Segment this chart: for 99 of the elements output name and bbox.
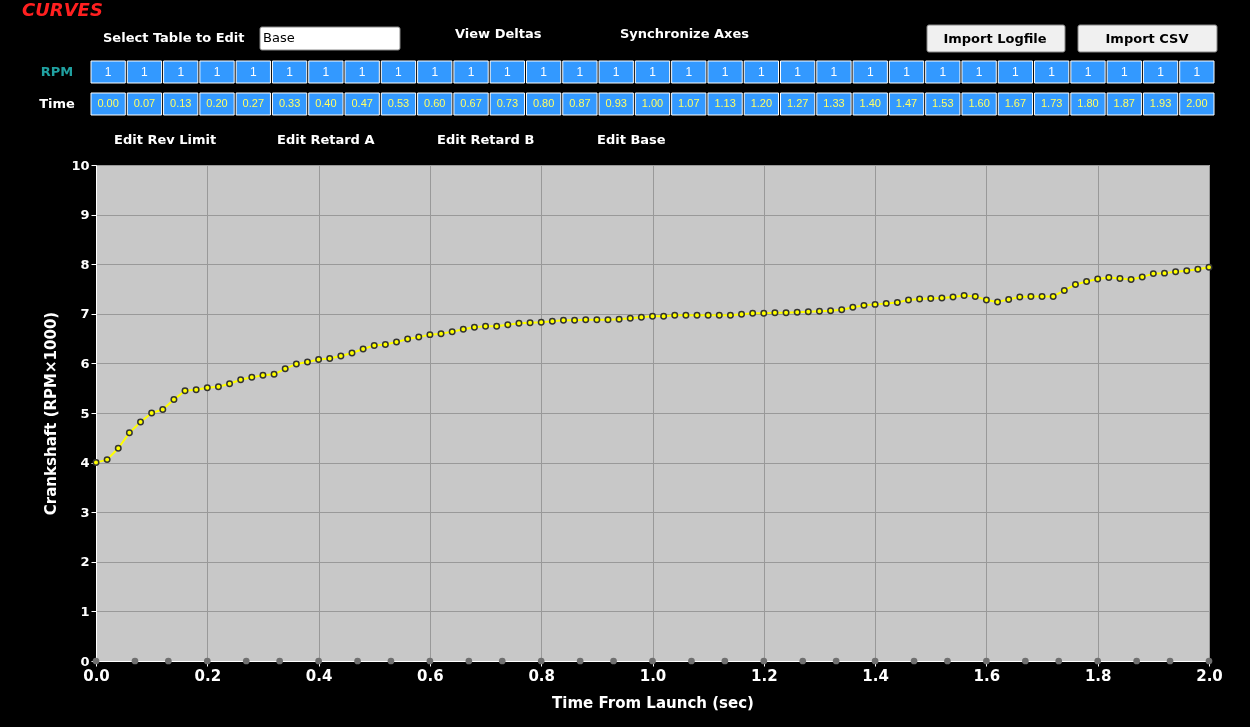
y-tick-label: 1 <box>80 603 90 619</box>
x-tick-label: 0.2 <box>194 666 222 685</box>
text: 1.00 <box>641 97 664 109</box>
text: 1 <box>358 65 366 79</box>
text: 1.80 <box>1077 97 1099 109</box>
text: 1.67 <box>1004 97 1027 109</box>
text: 1 <box>141 65 149 79</box>
text: 1 <box>213 65 221 79</box>
text: 1 <box>649 65 657 79</box>
x-tick-label: 1.6 <box>973 666 1001 685</box>
text: 0.73 <box>496 97 519 109</box>
text: 1 <box>866 65 874 79</box>
text: 1 <box>685 65 693 79</box>
y-tick-label: 4 <box>80 455 90 471</box>
text: 0.40 <box>315 97 337 109</box>
text: 0.93 <box>605 97 627 109</box>
text: Edit Retard A <box>277 132 375 147</box>
text: 1 <box>104 65 112 79</box>
text: 0.67 <box>460 97 482 109</box>
text: Select Table to Edit <box>103 30 245 45</box>
text: 0.47 <box>351 97 373 109</box>
y-tick-label: 3 <box>80 504 90 520</box>
text: 1 <box>758 65 766 79</box>
x-tick-label: 1.0 <box>639 666 667 685</box>
text: 1 <box>1193 65 1201 79</box>
text: 1 <box>286 65 294 79</box>
text: 1.73 <box>1040 97 1063 109</box>
text: 1.20 <box>750 97 773 109</box>
text: 1 <box>322 65 330 79</box>
text: Edit Retard B <box>437 132 535 147</box>
text: Import Logfile <box>943 31 1047 46</box>
text: View Deltas <box>455 26 542 41</box>
text: 0.20 <box>206 97 228 109</box>
text: 1.93 <box>1149 97 1172 109</box>
text: 1 <box>395 65 403 79</box>
x-axis-title: Time From Launch (sec) <box>552 693 754 712</box>
text: 1 <box>612 65 620 79</box>
text: Edit Rev Limit <box>114 132 217 147</box>
text: 1 <box>1157 65 1165 79</box>
text: 1 <box>1048 65 1056 79</box>
text: Synchronize Axes <box>620 26 750 41</box>
text: 1.40 <box>859 97 881 109</box>
text: 1 <box>975 65 983 79</box>
text: RPM <box>40 64 74 79</box>
text: Edit Base <box>597 132 666 147</box>
text: 1 <box>431 65 439 79</box>
text: 1.47 <box>895 97 918 109</box>
text: 1 <box>830 65 838 79</box>
x-tick-label: 1.4 <box>862 666 889 685</box>
text: Time <box>39 96 76 111</box>
text: 0.27 <box>242 97 265 109</box>
y-tick-label: 8 <box>80 256 90 272</box>
x-tick-label: 0.4 <box>305 666 333 685</box>
text: 0.33 <box>278 97 301 109</box>
text: 1 <box>721 65 729 79</box>
y-tick-label: 10 <box>71 157 90 173</box>
text: 0.53 <box>387 97 410 109</box>
text: 1 <box>177 65 185 79</box>
text: 1 <box>576 65 584 79</box>
text: 1.53 <box>932 97 954 109</box>
x-tick-label: 0.8 <box>528 666 555 685</box>
text: 0.00 <box>97 97 119 109</box>
text: Base <box>263 30 295 45</box>
text: 1 <box>939 65 947 79</box>
x-tick-label: 1.8 <box>1084 666 1112 685</box>
text: 1 <box>794 65 802 79</box>
text: 1.87 <box>1113 97 1135 109</box>
y-tick-label: 7 <box>80 306 90 322</box>
text: 1.13 <box>714 97 736 109</box>
text: 0.80 <box>532 97 555 109</box>
y-axis-title: Crankshaft (RPM×1000) <box>42 311 61 516</box>
text: 1.33 <box>823 97 845 109</box>
text: 0.87 <box>569 97 591 109</box>
y-tick-label: 9 <box>80 207 90 223</box>
text: 1 <box>1120 65 1128 79</box>
y-tick-label: 0 <box>80 653 90 669</box>
y-tick-label: 5 <box>80 405 90 421</box>
text: 1 <box>540 65 548 79</box>
text: 0.07 <box>133 97 156 109</box>
text: 0.13 <box>170 97 192 109</box>
text: 1 <box>503 65 511 79</box>
text: 1 <box>903 65 911 79</box>
text: Import CSV <box>1105 31 1189 46</box>
x-tick-label: 0.6 <box>417 666 444 685</box>
x-tick-label: 2.0 <box>1196 666 1223 685</box>
y-tick-label: 2 <box>80 554 90 570</box>
chart-title: CURVES <box>22 0 103 20</box>
text: 1 <box>249 65 257 79</box>
x-tick-label: 1.2 <box>751 666 778 685</box>
text: 1.27 <box>786 97 809 109</box>
x-tick-label: 0.0 <box>83 666 110 685</box>
text: 1 <box>1012 65 1020 79</box>
text: 1 <box>1084 65 1092 79</box>
text: 0.60 <box>424 97 446 109</box>
y-tick-label: 6 <box>80 355 90 371</box>
text: 2.00 <box>1186 97 1208 109</box>
text: 1.60 <box>968 97 990 109</box>
text: 1.07 <box>678 97 700 109</box>
text: 1 <box>467 65 475 79</box>
